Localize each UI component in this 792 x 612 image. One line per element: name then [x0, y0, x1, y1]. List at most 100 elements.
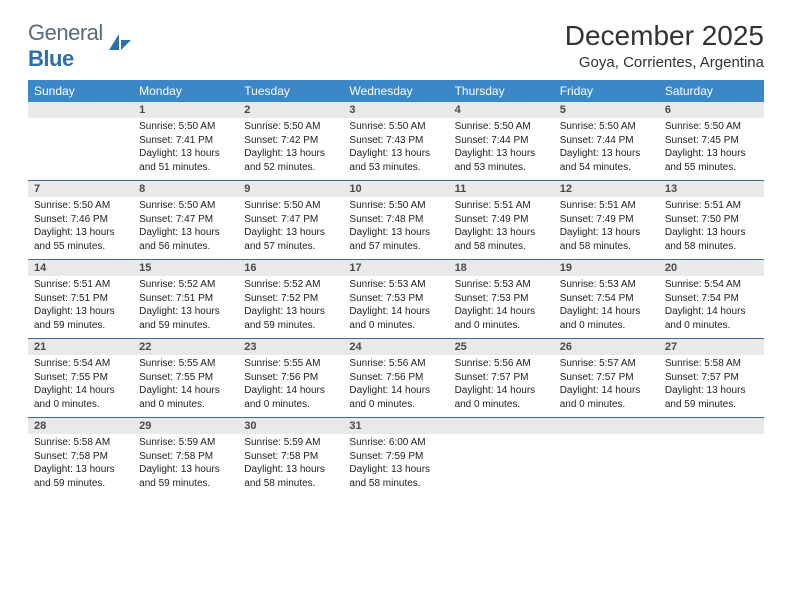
calendar-page: General Blue December 2025 Goya, Corrien…: [0, 0, 792, 516]
day-number: 24: [343, 339, 448, 355]
page-header: General Blue December 2025 Goya, Corrien…: [28, 20, 764, 72]
month-title: December 2025: [565, 20, 764, 52]
day-number: 9: [238, 181, 343, 197]
day-details: Sunrise: 5:59 AMSunset: 7:58 PMDaylight:…: [238, 434, 343, 496]
sunset-text: Sunset: 7:59 PM: [349, 450, 442, 464]
day-number: 28: [28, 418, 133, 434]
daylight-text: Daylight: 13 hours and 51 minutes.: [139, 147, 232, 174]
sunrise-text: Sunrise: 5:53 AM: [455, 278, 548, 292]
day-number: 10: [343, 181, 448, 197]
sunrise-text: Sunrise: 5:55 AM: [139, 357, 232, 371]
sunset-text: Sunset: 7:44 PM: [455, 134, 548, 148]
week-row: 21Sunrise: 5:54 AMSunset: 7:55 PMDayligh…: [28, 339, 764, 418]
daylight-text: Daylight: 13 hours and 53 minutes.: [349, 147, 442, 174]
day-details: Sunrise: 5:50 AMSunset: 7:42 PMDaylight:…: [238, 118, 343, 180]
sunset-text: Sunset: 7:51 PM: [139, 292, 232, 306]
day-details: Sunrise: 5:53 AMSunset: 7:53 PMDaylight:…: [343, 276, 448, 338]
day-number: 5: [554, 102, 659, 118]
day-number: 7: [28, 181, 133, 197]
sunset-text: Sunset: 7:44 PM: [560, 134, 653, 148]
day-details: Sunrise: 5:51 AMSunset: 7:49 PMDaylight:…: [449, 197, 554, 259]
day-details: Sunrise: 5:51 AMSunset: 7:49 PMDaylight:…: [554, 197, 659, 259]
sunrise-text: Sunrise: 5:53 AM: [560, 278, 653, 292]
day-number: 18: [449, 260, 554, 276]
day-number: [659, 418, 764, 434]
daylight-text: Daylight: 14 hours and 0 minutes.: [349, 384, 442, 411]
day-details: Sunrise: 5:55 AMSunset: 7:55 PMDaylight:…: [133, 355, 238, 417]
sunrise-text: Sunrise: 5:59 AM: [244, 436, 337, 450]
day-details: Sunrise: 5:53 AMSunset: 7:54 PMDaylight:…: [554, 276, 659, 338]
daylight-text: Daylight: 14 hours and 0 minutes.: [665, 305, 758, 332]
week-row: 14Sunrise: 5:51 AMSunset: 7:51 PMDayligh…: [28, 260, 764, 339]
day-cell: 11Sunrise: 5:51 AMSunset: 7:49 PMDayligh…: [449, 181, 554, 260]
sunset-text: Sunset: 7:54 PM: [665, 292, 758, 306]
sunrise-text: Sunrise: 5:50 AM: [665, 120, 758, 134]
sunset-text: Sunset: 7:53 PM: [349, 292, 442, 306]
daylight-text: Daylight: 13 hours and 56 minutes.: [139, 226, 232, 253]
day-details: Sunrise: 5:51 AMSunset: 7:51 PMDaylight:…: [28, 276, 133, 338]
day-cell: [659, 418, 764, 497]
day-cell: 4Sunrise: 5:50 AMSunset: 7:44 PMDaylight…: [449, 102, 554, 181]
day-number: 1: [133, 102, 238, 118]
sunrise-text: Sunrise: 5:50 AM: [560, 120, 653, 134]
sunset-text: Sunset: 7:48 PM: [349, 213, 442, 227]
day-details: Sunrise: 5:54 AMSunset: 7:54 PMDaylight:…: [659, 276, 764, 338]
sunset-text: Sunset: 7:56 PM: [349, 371, 442, 385]
day-cell: 12Sunrise: 5:51 AMSunset: 7:49 PMDayligh…: [554, 181, 659, 260]
day-details: Sunrise: 5:50 AMSunset: 7:43 PMDaylight:…: [343, 118, 448, 180]
daylight-text: Daylight: 13 hours and 55 minutes.: [34, 226, 127, 253]
day-number: [554, 418, 659, 434]
day-number: 6: [659, 102, 764, 118]
day-details: Sunrise: 5:50 AMSunset: 7:47 PMDaylight:…: [238, 197, 343, 259]
day-cell: 19Sunrise: 5:53 AMSunset: 7:54 PMDayligh…: [554, 260, 659, 339]
logo-text: General Blue: [28, 20, 103, 72]
day-cell: 31Sunrise: 6:00 AMSunset: 7:59 PMDayligh…: [343, 418, 448, 497]
weekday-header: Saturday: [659, 80, 764, 102]
sunset-text: Sunset: 7:47 PM: [139, 213, 232, 227]
sunset-text: Sunset: 7:54 PM: [560, 292, 653, 306]
day-cell: 30Sunrise: 5:59 AMSunset: 7:58 PMDayligh…: [238, 418, 343, 497]
day-cell: 21Sunrise: 5:54 AMSunset: 7:55 PMDayligh…: [28, 339, 133, 418]
daylight-text: Daylight: 13 hours and 58 minutes.: [349, 463, 442, 490]
day-cell: [449, 418, 554, 497]
day-cell: 7Sunrise: 5:50 AMSunset: 7:46 PMDaylight…: [28, 181, 133, 260]
daylight-text: Daylight: 13 hours and 58 minutes.: [560, 226, 653, 253]
day-details: Sunrise: 5:58 AMSunset: 7:57 PMDaylight:…: [659, 355, 764, 417]
daylight-text: Daylight: 13 hours and 55 minutes.: [665, 147, 758, 174]
weekday-header: Wednesday: [343, 80, 448, 102]
day-cell: 27Sunrise: 5:58 AMSunset: 7:57 PMDayligh…: [659, 339, 764, 418]
day-cell: 13Sunrise: 5:51 AMSunset: 7:50 PMDayligh…: [659, 181, 764, 260]
day-number: 3: [343, 102, 448, 118]
logo-text-general: General: [28, 20, 103, 45]
day-details: Sunrise: 5:58 AMSunset: 7:58 PMDaylight:…: [28, 434, 133, 496]
sunset-text: Sunset: 7:57 PM: [665, 371, 758, 385]
day-details: Sunrise: 5:50 AMSunset: 7:46 PMDaylight:…: [28, 197, 133, 259]
sunrise-text: Sunrise: 5:50 AM: [139, 199, 232, 213]
sunset-text: Sunset: 7:49 PM: [560, 213, 653, 227]
sunrise-text: Sunrise: 5:51 AM: [560, 199, 653, 213]
daylight-text: Daylight: 13 hours and 59 minutes.: [665, 384, 758, 411]
sunrise-text: Sunrise: 5:50 AM: [455, 120, 548, 134]
daylight-text: Daylight: 14 hours and 0 minutes.: [34, 384, 127, 411]
day-number: 23: [238, 339, 343, 355]
day-number: 12: [554, 181, 659, 197]
sunrise-text: Sunrise: 5:56 AM: [349, 357, 442, 371]
daylight-text: Daylight: 13 hours and 58 minutes.: [665, 226, 758, 253]
day-details: Sunrise: 5:56 AMSunset: 7:56 PMDaylight:…: [343, 355, 448, 417]
day-cell: 10Sunrise: 5:50 AMSunset: 7:48 PMDayligh…: [343, 181, 448, 260]
sunrise-text: Sunrise: 5:58 AM: [665, 357, 758, 371]
sunset-text: Sunset: 7:45 PM: [665, 134, 758, 148]
day-number: 14: [28, 260, 133, 276]
daylight-text: Daylight: 13 hours and 58 minutes.: [244, 463, 337, 490]
day-cell: [28, 102, 133, 181]
day-cell: 8Sunrise: 5:50 AMSunset: 7:47 PMDaylight…: [133, 181, 238, 260]
day-cell: 14Sunrise: 5:51 AMSunset: 7:51 PMDayligh…: [28, 260, 133, 339]
day-number: 31: [343, 418, 448, 434]
day-details: Sunrise: 5:50 AMSunset: 7:45 PMDaylight:…: [659, 118, 764, 180]
day-number: 17: [343, 260, 448, 276]
day-number: 20: [659, 260, 764, 276]
weekday-header-row: Sunday Monday Tuesday Wednesday Thursday…: [28, 80, 764, 102]
day-number: 19: [554, 260, 659, 276]
sunrise-text: Sunrise: 5:59 AM: [139, 436, 232, 450]
day-details: [28, 118, 133, 174]
